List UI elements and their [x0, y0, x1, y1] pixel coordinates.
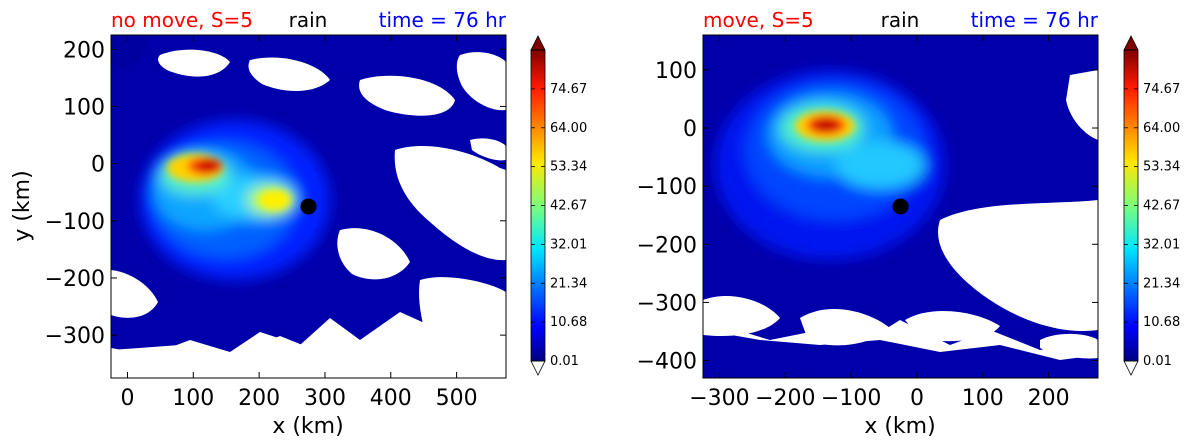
dry-region: [248, 57, 330, 91]
colorbar-tick-label: 64.00: [1143, 121, 1180, 136]
colorbar-right: 0.01 10.68 21.34 32.01 42.67 53.34 64.00 74.67: [1123, 35, 1180, 376]
title-left-time: time = 76 hr: [379, 8, 507, 32]
rain-peak-left: [167, 154, 291, 210]
dry-region: [938, 200, 1098, 331]
rain-field-right: [703, 35, 1098, 378]
title-left-field: rain: [289, 8, 328, 32]
rain-contour-low: [703, 330, 1098, 378]
colorbar-tick-label: 42.67: [550, 199, 587, 214]
dry-region: [111, 270, 158, 318]
y-tick-label: −400: [637, 350, 697, 375]
x-tick-label: 0: [910, 386, 924, 411]
y-tick-label: 100: [63, 95, 105, 120]
colorbar-tick-label: 53.34: [550, 160, 587, 175]
storm-center-marker: [300, 198, 317, 215]
colorbar-tick-label: 74.67: [1143, 82, 1180, 97]
y-tick-label: −300: [45, 324, 105, 349]
y-tick-label: −200: [637, 233, 697, 258]
colorbar-ticks-left: 0.01 10.68 21.34 32.01 42.67 53.34 64.00 74.67: [531, 82, 587, 369]
colorbar-extend-max: [1123, 35, 1139, 51]
y-tick-label: −100: [45, 210, 105, 235]
y-tick-label: −200: [45, 267, 105, 292]
rain-peak-right: [795, 111, 855, 141]
dry-region: [394, 146, 506, 261]
colorbar-extend-min: [530, 360, 546, 376]
colorbar-tick-label: 32.01: [1143, 237, 1180, 252]
colorbar-left: 0.01 10.68 21.34 32.01 42.67 53.34 64.00 74.67: [530, 35, 587, 376]
plot-frame-left: [110, 34, 507, 379]
title-right-time: time = 76 hr: [971, 8, 1099, 32]
colorbar-tick-label: 74.67: [550, 82, 587, 97]
colorbar-extend-min: [1123, 360, 1139, 376]
colorbar-tick-label: 32.01: [550, 237, 587, 252]
x-tick-label: 100: [172, 386, 214, 411]
x-tick-label: 200: [238, 386, 280, 411]
colorbar-tick-label: 21.34: [1143, 276, 1180, 291]
rain-core-right: [715, 70, 945, 260]
colorbar-ticks-right: 0.01 10.68 21.34 32.01 42.67 53.34 64.00 74.67: [1124, 82, 1180, 369]
x-tick-label: 0: [120, 386, 134, 411]
x-tick-label: 500: [436, 386, 478, 411]
title-left-model: no move, S=5: [111, 8, 253, 32]
colorbar-tick-label: 0.01: [1143, 354, 1172, 369]
x-tick-label: 400: [370, 386, 412, 411]
dry-region: [111, 330, 440, 378]
y-tick-label: 200: [63, 38, 105, 63]
plot-frame-right: [702, 34, 1099, 379]
x-axis-label-left: x (km): [272, 414, 343, 439]
y-axis-label-left: y (km): [10, 170, 35, 241]
colorbar-tick-label: 42.67: [1143, 199, 1180, 214]
x-tick-label: −200: [755, 386, 815, 411]
x-tick-label: −300: [689, 386, 749, 411]
dry-region: [470, 138, 506, 161]
y-tick-label: 0: [683, 117, 697, 142]
dry-region: [337, 228, 410, 280]
y-tick-label: 100: [655, 59, 697, 84]
dry-region: [158, 49, 230, 77]
y-tick-label: −300: [637, 291, 697, 316]
y-tick-label: 0: [91, 153, 105, 178]
rain-field-left: [111, 35, 506, 378]
colorbar-tick-label: 21.34: [550, 276, 587, 291]
panel-left: no move, S=5 rain time = 76 hr: [10, 8, 587, 439]
x-tick-label: 200: [1028, 386, 1070, 411]
colorbar-tick-label: 53.34: [1143, 160, 1180, 175]
y-tick-label: −100: [637, 175, 697, 200]
dry-region: [419, 277, 506, 378]
x-tick-label: 100: [962, 386, 1004, 411]
dry-region: [703, 296, 780, 337]
x-tick-label: 300: [304, 386, 346, 411]
colorbar-tick-label: 0.01: [550, 354, 579, 369]
dry-region: [905, 311, 1000, 342]
dry-region: [359, 75, 455, 116]
dry-region: [456, 52, 506, 111]
dry-region: [800, 309, 890, 346]
storm-center-marker: [892, 198, 909, 215]
rain-core-left: [140, 120, 330, 280]
colorbar-tick-label: 10.68: [1143, 315, 1180, 330]
dry-region: [1066, 70, 1098, 140]
x-axis-label-right: x (km): [864, 414, 935, 439]
title-right-field: rain: [881, 8, 920, 32]
dry-region: [1040, 333, 1098, 359]
colorbar-tick-label: 64.00: [550, 121, 587, 136]
axis-ticks-left: 0 100 200 300 400 500 −300 −200 −100 0 100 200: [45, 35, 506, 411]
rain-contour-low: [111, 35, 150, 70]
title-right-model: move, S=5: [703, 8, 814, 32]
colorbar-extend-max: [530, 35, 546, 51]
panel-right: move, S=5 rain time = 76 hr: [637, 8, 1181, 439]
x-tick-label: −100: [821, 386, 881, 411]
colorbar-tick-label: 10.68: [550, 315, 587, 330]
